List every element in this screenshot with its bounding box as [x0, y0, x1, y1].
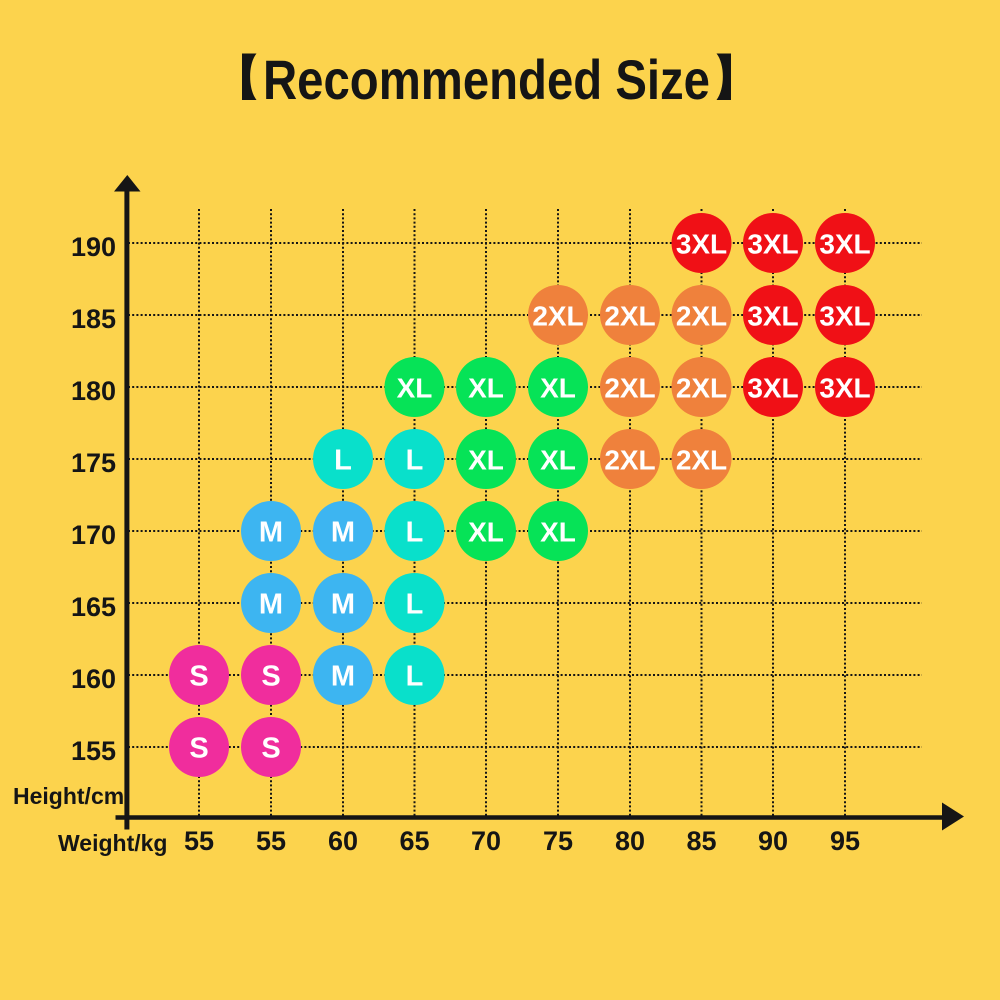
svg-text:3XL: 3XL — [819, 373, 870, 404]
svg-text:170: 170 — [71, 520, 116, 550]
svg-text:Height/cm: Height/cm — [13, 783, 124, 809]
svg-text:M: M — [331, 517, 355, 549]
svg-text:2XL: 2XL — [676, 445, 727, 476]
svg-text:L: L — [406, 517, 424, 549]
svg-text:XL: XL — [468, 517, 504, 548]
svg-text:M: M — [331, 589, 355, 621]
svg-text:S: S — [261, 733, 280, 765]
svg-text:S: S — [261, 661, 280, 693]
svg-text:L: L — [334, 445, 352, 477]
svg-text:155: 155 — [71, 736, 116, 766]
svg-text:3XL: 3XL — [676, 229, 727, 260]
svg-text:XL: XL — [540, 517, 576, 548]
svg-text:185: 185 — [71, 304, 116, 334]
svg-text:160: 160 — [71, 664, 116, 694]
svg-text:XL: XL — [540, 373, 576, 404]
svg-text:55: 55 — [256, 826, 286, 856]
svg-text:2XL: 2XL — [604, 373, 655, 404]
svg-text:2XL: 2XL — [532, 301, 583, 332]
svg-text:S: S — [189, 733, 208, 765]
svg-text:XL: XL — [468, 445, 504, 476]
svg-text:85: 85 — [686, 826, 716, 856]
svg-text:M: M — [259, 517, 283, 549]
svg-text:S: S — [189, 661, 208, 693]
svg-text:M: M — [331, 661, 355, 693]
svg-text:M: M — [259, 589, 283, 621]
svg-text:190: 190 — [71, 232, 116, 262]
svg-text:70: 70 — [471, 826, 501, 856]
svg-text:2XL: 2XL — [676, 301, 727, 332]
svg-text:165: 165 — [71, 592, 116, 622]
svg-text:XL: XL — [540, 445, 576, 476]
svg-text:3XL: 3XL — [747, 373, 798, 404]
svg-text:2XL: 2XL — [604, 445, 655, 476]
svg-text:L: L — [406, 661, 424, 693]
svg-text:2XL: 2XL — [676, 373, 727, 404]
svg-text:75: 75 — [543, 826, 573, 856]
svg-text:80: 80 — [615, 826, 645, 856]
svg-text:XL: XL — [397, 373, 433, 404]
svg-text:95: 95 — [830, 826, 860, 856]
svg-text:3XL: 3XL — [747, 301, 798, 332]
svg-text:175: 175 — [71, 448, 116, 478]
svg-text:Weight/kg: Weight/kg — [58, 830, 167, 856]
svg-text:XL: XL — [468, 373, 504, 404]
svg-text:65: 65 — [399, 826, 429, 856]
svg-text:3XL: 3XL — [819, 301, 870, 332]
svg-text:3XL: 3XL — [819, 229, 870, 260]
svg-text:L: L — [406, 445, 424, 477]
svg-text:90: 90 — [758, 826, 788, 856]
svg-text:180: 180 — [71, 376, 116, 406]
svg-text:55: 55 — [184, 826, 214, 856]
svg-text:2XL: 2XL — [604, 301, 655, 332]
svg-text:L: L — [406, 589, 424, 621]
svg-text:60: 60 — [328, 826, 358, 856]
svg-text:Recommended Size: Recommended Size — [263, 48, 710, 111]
svg-text:3XL: 3XL — [747, 229, 798, 260]
